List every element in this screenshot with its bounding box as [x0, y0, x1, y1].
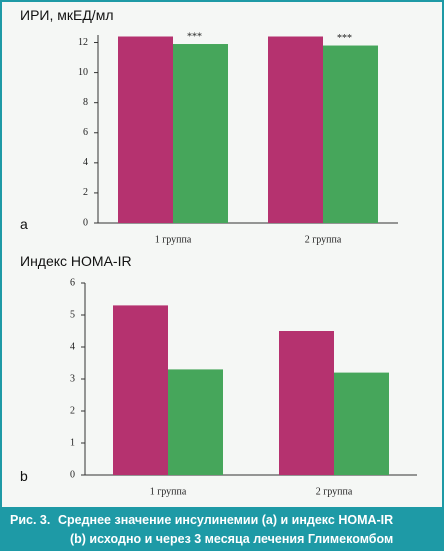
- y-tick-label: 8: [83, 97, 88, 108]
- bar: [268, 36, 323, 224]
- x-tick-label: 1 группа: [150, 486, 187, 497]
- y-tick-label: 1: [70, 437, 75, 448]
- y-tick-label: 2: [83, 187, 88, 198]
- caption-label: Рис. 3.: [10, 513, 50, 527]
- x-tick-label: 1 группа: [155, 234, 192, 245]
- y-tick-label: 0: [70, 469, 75, 480]
- y-tick-label: 4: [70, 341, 75, 352]
- y-tick-label: 6: [70, 277, 75, 288]
- chart-title: Индекс HOMA-IR: [20, 253, 132, 269]
- y-tick-label: 6: [83, 127, 88, 138]
- panel-label: a: [20, 216, 28, 232]
- bar: [334, 372, 389, 475]
- annotation: ***: [337, 33, 352, 44]
- caption-line: Среднее значение инсулинемии (a) и индек…: [58, 513, 393, 527]
- y-tick-label: 10: [78, 67, 88, 78]
- bar: [168, 369, 223, 475]
- bar: [323, 45, 378, 223]
- x-tick-label: 2 группа: [316, 486, 353, 497]
- annotation: ***: [187, 31, 202, 42]
- x-tick-label: 2 группа: [305, 234, 342, 245]
- y-tick-label: 3: [70, 373, 75, 384]
- panel-label: b: [20, 468, 28, 484]
- bar: [118, 36, 173, 224]
- y-tick-label: 2: [70, 405, 75, 416]
- caption-bar: [0, 507, 444, 551]
- y-tick-label: 0: [83, 217, 88, 228]
- y-tick-label: 12: [78, 37, 88, 48]
- caption-line: (b) исходно и через 3 месяца лечения Гли…: [70, 532, 393, 546]
- chart-title: ИРИ, мкЕД/мл: [20, 7, 114, 23]
- bar: [113, 305, 168, 475]
- bar: [173, 44, 228, 223]
- y-tick-label: 5: [70, 309, 75, 320]
- y-tick-label: 4: [83, 157, 88, 168]
- bar: [279, 331, 334, 475]
